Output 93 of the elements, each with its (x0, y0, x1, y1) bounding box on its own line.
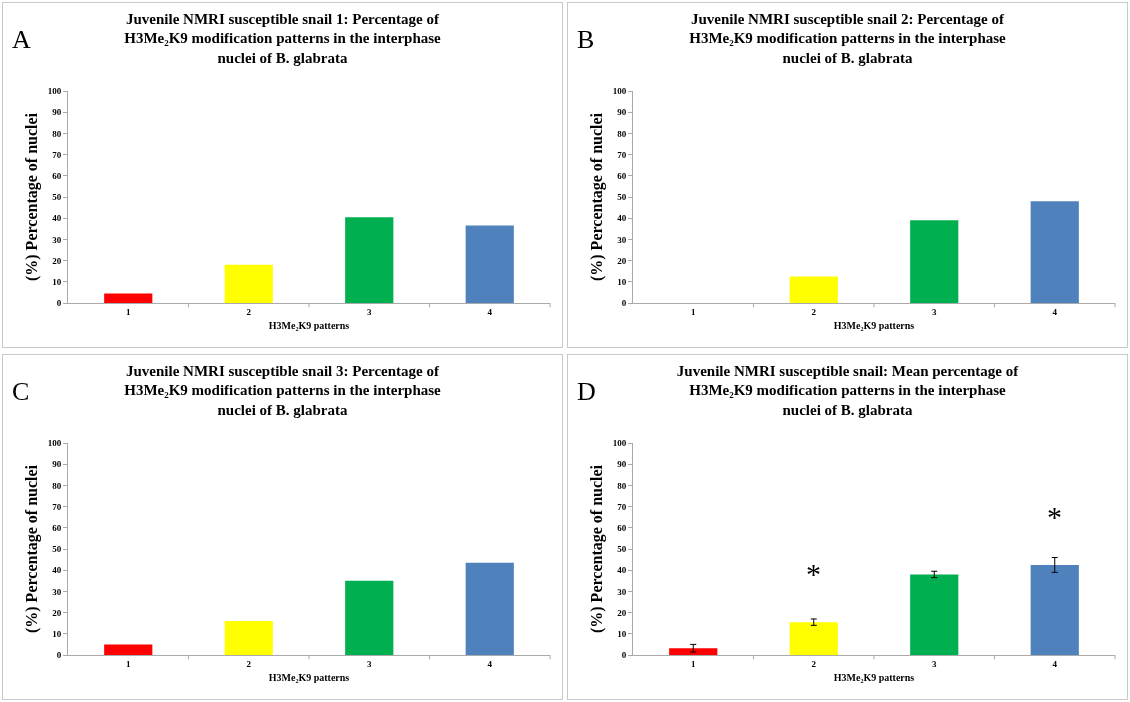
annotation: * (806, 557, 821, 590)
x-tick-label: 4 (1052, 306, 1058, 317)
bar (465, 225, 514, 303)
chart-title: Juvenile NMRI susceptible snail: Mean percentage of H3Me₂K9 modification patterns in the interphase nuclei of B. glabrata (676, 362, 1020, 418)
x-axis-title: H3Me₂K9 patterns (268, 320, 350, 332)
y-tick-label: 70 (617, 501, 627, 512)
y-tick-label: 40 (52, 213, 62, 224)
y-tick-label: 60 (52, 522, 62, 533)
x-tick-label: 1 (691, 306, 696, 317)
x-tick-label: 2 (246, 658, 252, 669)
bar (910, 220, 959, 303)
x-tick-label: 2 (811, 658, 817, 669)
y-tick-label: 100 (612, 438, 627, 449)
y-axis-title: (%) Percentage of nuclei (22, 112, 41, 282)
y-tick-label: 100 (47, 86, 62, 97)
bar (224, 264, 273, 303)
y-tick-label: 60 (617, 522, 627, 533)
bar (1030, 201, 1079, 303)
x-tick-label: 4 (487, 658, 493, 669)
bar (345, 580, 394, 655)
text: B (577, 25, 595, 54)
x-axis-title: H3Me₂K9 patterns (833, 672, 915, 684)
chart-title: Juvenile NMRI susceptible snail 2: Percentage of H3Me₂K9 modification patterns in the interphase nuclei of B. glabrata (689, 10, 1007, 66)
y-tick-label: 20 (617, 607, 627, 618)
y-tick-label: 40 (617, 213, 627, 224)
y-tick-label: 0 (56, 650, 62, 661)
bar (1030, 564, 1079, 655)
y-tick-label: 50 (52, 192, 62, 203)
x-tick-label: 2 (246, 306, 252, 317)
y-tick-label: 0 (621, 298, 627, 309)
y-tick-label: 0 (621, 650, 627, 661)
y-tick-label: 30 (617, 234, 627, 245)
text: C (12, 377, 30, 406)
bar (669, 648, 718, 655)
bar (104, 644, 153, 655)
text: D (577, 377, 596, 406)
bar (104, 293, 153, 303)
y-tick-label: 20 (617, 255, 627, 266)
bar (224, 621, 273, 655)
y-tick-label: 80 (52, 480, 62, 491)
y-tick-label: 100 (612, 86, 627, 97)
x-tick-label: 3 (932, 306, 937, 317)
x-tick-label: 4 (487, 306, 493, 317)
x-tick-label: 1 (126, 658, 131, 669)
y-tick-label: 100 (47, 438, 62, 449)
y-tick-label: 90 (617, 459, 627, 470)
y-tick-label: 80 (617, 480, 627, 491)
y-tick-label: 20 (52, 607, 62, 618)
x-axis-title: H3Me₂K9 patterns (833, 320, 915, 332)
y-tick-label: 40 (617, 565, 627, 576)
y-tick-label: 50 (617, 544, 627, 555)
bar (910, 574, 959, 655)
x-tick-label: 1 (691, 658, 696, 669)
x-tick-label: 1 (126, 306, 131, 317)
y-tick-label: 80 (617, 128, 627, 139)
y-tick-label: 90 (617, 107, 627, 118)
y-axis-title: (%) Percentage of nuclei (587, 112, 606, 282)
y-tick-label: 60 (52, 170, 62, 181)
y-tick-label: 10 (52, 628, 62, 639)
bar (465, 562, 514, 655)
y-tick-label: 90 (52, 107, 62, 118)
y-tick-label: 40 (52, 565, 62, 576)
y-axis-title: (%) Percentage of nuclei (587, 464, 606, 634)
x-tick-label: 3 (367, 306, 372, 317)
y-tick-label: 50 (617, 192, 627, 203)
y-tick-label: 90 (52, 459, 62, 470)
y-tick-label: 30 (52, 586, 62, 597)
y-tick-label: 10 (52, 276, 62, 287)
text: A (12, 25, 31, 54)
y-tick-label: 70 (52, 501, 62, 512)
y-tick-label: 80 (52, 128, 62, 139)
y-tick-label: 0 (56, 298, 62, 309)
bar (789, 622, 838, 655)
x-tick-label: 3 (367, 658, 372, 669)
x-tick-label: 4 (1052, 658, 1058, 669)
x-axis-title: H3Me₂K9 patterns (268, 672, 350, 684)
y-tick-label: 60 (617, 170, 627, 181)
y-axis-title: (%) Percentage of nuclei (22, 464, 41, 634)
y-tick-label: 10 (617, 628, 627, 639)
x-tick-label: 3 (932, 658, 937, 669)
y-tick-label: 30 (52, 234, 62, 245)
y-tick-label: 30 (617, 586, 627, 597)
bar (789, 276, 838, 303)
annotation: * (1047, 500, 1062, 533)
y-tick-label: 50 (52, 544, 62, 555)
y-tick-label: 70 (52, 149, 62, 160)
y-tick-label: 70 (617, 149, 627, 160)
bar (345, 217, 394, 303)
chart-title: Juvenile NMRI susceptible snail 3: Percentage of H3Me₂K9 modification patterns in the interphase nuclei of B. glabrata (124, 362, 442, 418)
x-tick-label: 2 (811, 306, 817, 317)
y-tick-label: 20 (52, 255, 62, 266)
y-tick-label: 10 (617, 276, 627, 287)
chart-title: Juvenile NMRI susceptible snail 1: Percentage of H3Me₂K9 modification patterns in the interphase nuclei of B. glabrata (124, 10, 442, 66)
